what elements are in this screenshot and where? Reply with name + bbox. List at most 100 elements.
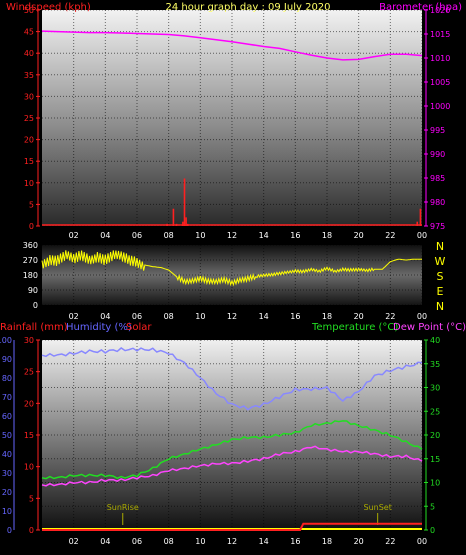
baro-axis-title: Barometer (hpa) [379,2,462,13]
compass-label: N [436,240,444,253]
temperature-line [41,420,423,480]
rain-tick-label: 0 [29,526,34,535]
humidity-tick-label: 100 [0,336,12,345]
rainfall-line [42,522,422,531]
rain-tick-label: 30 [24,336,34,345]
wind-tick-label: 15 [24,157,34,166]
x-tick-label: 14 [259,231,269,240]
x-tick-label: 22 [385,537,395,546]
humidity-tick-label: 30 [2,469,12,478]
x-tick-label: 12 [227,231,237,240]
wind-tick-label: 40 [24,49,34,58]
x-tick-label: 18 [322,231,332,240]
x-tick-label: 00 [417,231,427,240]
compass-label: W [435,255,446,268]
direction-tick-label: 360 [23,241,38,250]
x-tick-label: 14 [259,312,269,321]
x-tick-label: 10 [195,537,205,546]
compass-label: E [437,285,444,298]
dewpoint-line [41,445,423,487]
baro-tick-label: 975 [430,222,445,231]
x-tick-label: 20 [354,231,364,240]
x-tick-label: 08 [164,312,174,321]
wind-tick-label: 35 [24,71,34,80]
x-tick-label: 22 [385,312,395,321]
humidity-tick-label: 50 [2,431,12,440]
baro-tick-label: 1020 [430,6,450,15]
x-tick-label: 16 [290,312,300,321]
x-tick-label: 20 [354,537,364,546]
wind-tick-label: 0 [29,222,34,231]
direction-tick-label: 90 [28,286,38,295]
x-tick-label: 00 [417,537,427,546]
humidity-tick-label: 40 [2,450,12,459]
x-tick-label: 08 [164,537,174,546]
direction-tick-label: 0 [33,301,38,310]
sunset-label: SunSet [363,503,391,512]
wind-axis-title: Windspeed (kph) [6,2,91,13]
x-tick-label: 16 [290,231,300,240]
temp-tick-label: 40 [430,336,440,345]
x-tick-label: 08 [164,231,174,240]
sunrise-label: SunRise [107,503,139,512]
x-tick-label: 16 [290,537,300,546]
wind-tick-label: 45 [24,28,34,37]
rain-tick-label: 25 [24,368,34,377]
humidity-tick-label: 0 [7,526,12,535]
x-tick-label: 12 [227,312,237,321]
x-tick-label: 02 [69,231,79,240]
legend-dewpoint: Dew Point (°C) [393,322,466,333]
baro-tick-label: 980 [430,198,445,207]
x-tick-label: 06 [132,312,142,321]
humidity-tick-label: 80 [2,374,12,383]
legend-solar: Solar [126,322,152,333]
x-tick-label: 12 [227,537,237,546]
barometer-line [41,30,423,61]
legend-rainfall: Rainfall (mm) [0,322,68,333]
wind-tick-label: 50 [24,6,34,15]
x-tick-label: 02 [69,537,79,546]
temp-tick-label: 0 [430,526,435,535]
baro-tick-label: 1015 [430,30,450,39]
temp-tick-label: 10 [430,479,440,488]
x-tick-label: 10 [195,231,205,240]
rain-tick-label: 15 [24,431,34,440]
temp-tick-label: 30 [430,384,440,393]
x-tick-label: 06 [132,537,142,546]
wind-tick-label: 10 [24,179,34,188]
x-tick-label: 14 [259,537,269,546]
x-tick-label: 04 [100,231,110,240]
humidity-tick-label: 60 [2,412,12,421]
rain-tick-label: 10 [24,463,34,472]
baro-tick-label: 985 [430,174,445,183]
temp-tick-label: 5 [430,502,435,511]
baro-tick-label: 990 [430,150,445,159]
humidity-tick-label: 70 [2,393,12,402]
x-tick-label: 22 [385,231,395,240]
humidity-line [41,347,423,411]
temp-tick-label: 25 [430,407,440,416]
direction-tick-label: 180 [23,271,38,280]
legend-temperature: Temperature (°C) [311,322,398,333]
temp-tick-label: 35 [430,360,440,369]
direction-tick-label: 270 [23,256,38,265]
x-tick-label: 00 [417,312,427,321]
humidity-tick-label: 10 [2,507,12,516]
x-tick-label: 04 [100,312,110,321]
x-tick-label: 20 [354,312,364,321]
chart-title: 24 hour graph day : 09 July 2020 [165,2,330,13]
compass-label: N [436,300,444,313]
baro-tick-label: 1005 [430,78,450,87]
temp-tick-label: 15 [430,455,440,464]
x-tick-label: 18 [322,312,332,321]
wind-tick-label: 5 [29,200,34,209]
humidity-tick-label: 20 [2,488,12,497]
rain-tick-label: 5 [29,494,34,503]
x-tick-label: 18 [322,537,332,546]
x-tick-label: 04 [100,537,110,546]
x-tick-label: 02 [69,312,79,321]
compass-label: S [437,270,444,283]
baro-tick-label: 1010 [430,54,450,63]
baro-tick-label: 1000 [430,102,450,111]
